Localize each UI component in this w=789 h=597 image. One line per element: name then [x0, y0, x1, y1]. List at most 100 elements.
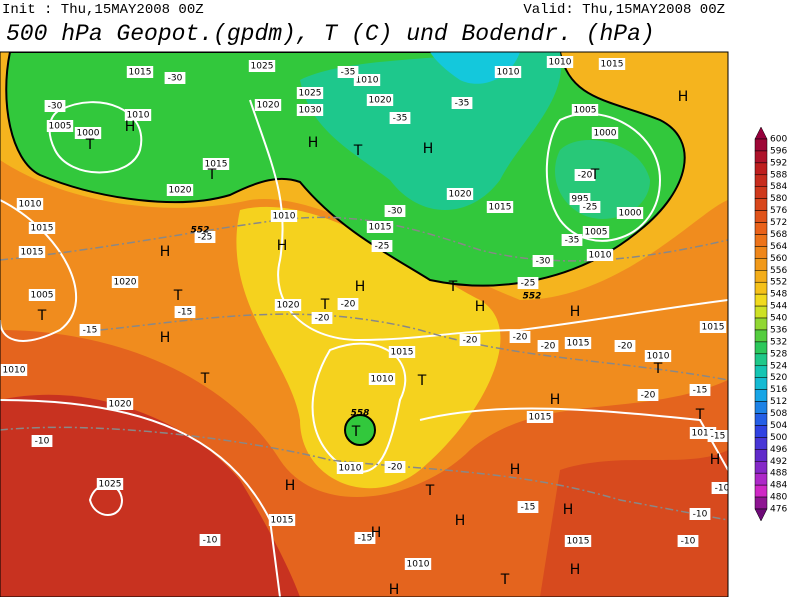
colorbar-end — [754, 508, 768, 522]
colorbar-end — [754, 126, 768, 140]
pressure-label-box — [598, 58, 626, 70]
pressure-label-box — [166, 184, 194, 196]
pressure-label-box — [28, 222, 56, 234]
pressure-center: H — [550, 392, 561, 408]
colorbar-label: 540 — [770, 314, 787, 324]
temperature-label-box — [194, 231, 216, 243]
pressure-center: T — [695, 407, 705, 423]
pressure-label-box — [248, 60, 276, 72]
pressure-label: 1010 — [356, 76, 379, 86]
pressure-center: T — [590, 167, 600, 183]
pressure-center: T — [173, 288, 183, 304]
pressure-center: H — [678, 89, 689, 105]
pressure-label: 1015 — [391, 348, 414, 358]
temperature-label: -10 — [35, 437, 50, 447]
pressure-label: 1015 — [567, 537, 590, 547]
pressure-center: H — [570, 304, 581, 320]
temperature-label: -35 — [393, 114, 408, 124]
pressure-center: H — [285, 478, 296, 494]
temperature-label-box — [614, 340, 636, 352]
temperature-label-box — [44, 100, 66, 112]
temperature-label: -25 — [375, 242, 390, 252]
pressure-center: T — [320, 297, 330, 313]
colorbar-cell — [754, 461, 768, 474]
pressure-label: 1010 — [692, 429, 715, 439]
colorbar-label: 496 — [770, 445, 787, 455]
colorbar-cell — [754, 210, 768, 223]
map-frame — [0, 51, 729, 597]
temperature-label: -15 — [521, 503, 536, 513]
hot-area — [0, 394, 300, 597]
pressure-label: 1020 — [257, 101, 280, 111]
isotherm — [0, 426, 728, 521]
pressure-label-box — [486, 201, 514, 213]
pressure-label-box — [564, 535, 592, 547]
temperature-label: -10 — [693, 510, 708, 520]
pressure-label-box — [564, 337, 592, 349]
pressure-label-box — [571, 104, 599, 116]
pressure-label-box — [616, 207, 644, 219]
pressure-center: H — [510, 462, 521, 478]
map-labels: 1015 1005 1000 1010 1025 1010 1025 1030 1020 1020… — [0, 56, 728, 597]
colorbar-cell — [754, 222, 768, 235]
temperature-label-box — [354, 532, 376, 544]
colorbar-label: 504 — [770, 421, 787, 431]
pressure-label: 1010 — [127, 111, 150, 121]
pressure-label-box — [126, 66, 154, 78]
cut-off-low — [344, 414, 376, 446]
temperature-label-box — [689, 508, 711, 520]
pressure-label-box — [591, 127, 619, 139]
pressure-label: 1020 — [169, 186, 192, 196]
colorbar-cell — [754, 293, 768, 307]
temperature-label: -10 — [681, 537, 696, 547]
pressure-label-box — [546, 56, 574, 68]
pressure-label: 1000 — [594, 129, 617, 139]
pressure-label: 1015 — [601, 60, 624, 70]
temperature-label: -20 — [641, 391, 656, 401]
pressure-center: H — [710, 452, 721, 468]
colorbar-label: 532 — [770, 337, 787, 347]
map-title: 500 hPa Geopot.(gpdm), T (C) und Bodendr… — [6, 21, 655, 47]
pressure-label-box — [353, 74, 381, 86]
pressure-label: 1005 — [49, 122, 72, 132]
temperature-label: -35 — [455, 99, 470, 109]
pressure-label: 1010 — [407, 560, 430, 570]
pressure-label-box — [268, 514, 296, 526]
pressure-label: 1025 — [251, 62, 274, 72]
colorbar-cell — [754, 341, 768, 355]
pressure-label: 1000 — [77, 129, 100, 139]
temperature-label-box — [517, 501, 539, 513]
pressure-center: T — [351, 424, 361, 440]
pressure-center: H — [355, 279, 366, 295]
temperature-label-box — [311, 312, 333, 324]
pressure-label: 1015 — [31, 224, 54, 234]
pressure-label-box — [16, 198, 44, 210]
pressure-label: 1015 — [271, 516, 294, 526]
contour-label: 552 — [523, 292, 542, 302]
colorbar-cell — [754, 258, 768, 271]
temperature-label: -20 — [315, 314, 330, 324]
pressure-label-box — [366, 94, 394, 106]
temperature-label: -15 — [178, 308, 193, 318]
colorbar-cell — [754, 317, 768, 331]
pressure-label-box — [336, 462, 364, 474]
temperature-label: -20 — [513, 333, 528, 343]
isotherm — [99, 313, 728, 381]
colorbar-cell — [754, 437, 768, 450]
pressure-label: 1025 — [99, 480, 122, 490]
isobar — [419, 407, 728, 471]
temperature-label: -25 — [198, 233, 213, 243]
pressure-label: 1010 — [371, 375, 394, 385]
colorbar-cell — [754, 246, 768, 259]
colorbar-cell — [754, 162, 768, 176]
colorbar-cell — [754, 365, 768, 378]
pressure-label: 1020 — [109, 400, 132, 410]
pressure-label-box — [124, 109, 152, 121]
pressure-center: T — [200, 371, 210, 387]
pressure-center: H — [371, 525, 382, 541]
temperature-label-box — [561, 234, 583, 246]
pressure-label-box — [494, 66, 522, 78]
pressure-center: H — [475, 299, 486, 315]
colorbar-label: 584 — [770, 182, 787, 192]
temperature-label: -20 — [341, 300, 356, 310]
